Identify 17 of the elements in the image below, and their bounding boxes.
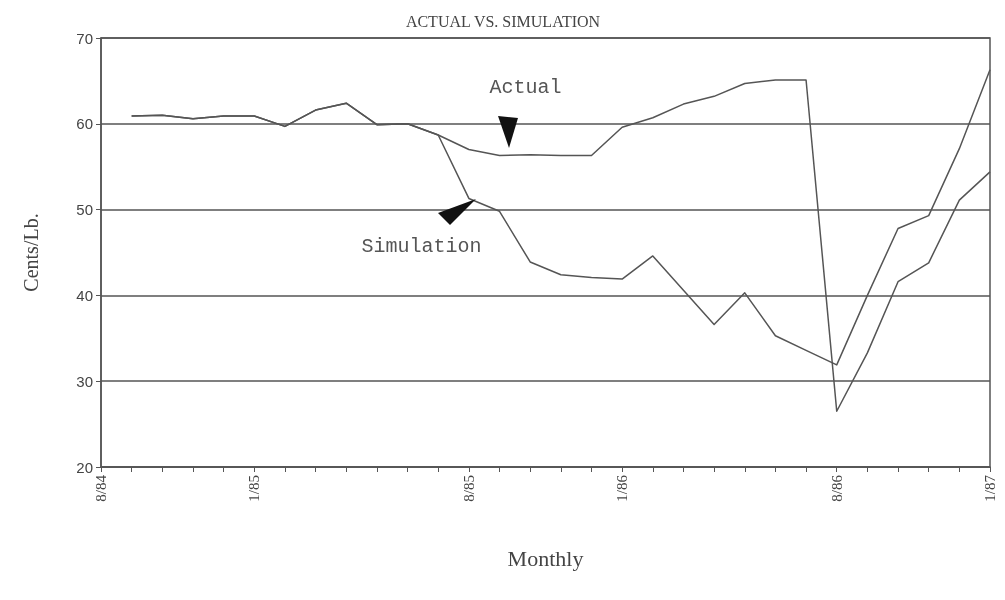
x-tick-label: 1/87 (982, 474, 998, 502)
x-tick-label: 8/86 (828, 474, 845, 502)
x-tick-label: 8/85 (460, 475, 477, 502)
x-tick-label: 1/86 (614, 474, 631, 502)
y-tick-label: 50 (76, 201, 93, 219)
chart-title: ACTUAL VS. SIMULATION (405, 12, 601, 30)
x-tick-label: 8/84 (93, 474, 109, 502)
y-tick-label: 20 (76, 458, 93, 476)
y-tick-label: 40 (76, 286, 93, 304)
x-axis-title: Monthly (507, 545, 584, 571)
y-tick-label: 70 (76, 29, 93, 47)
y-tick-label: 60 (76, 115, 93, 133)
y-axis-title: Cents/Lb. (20, 213, 42, 292)
y-tick-label: 30 (76, 372, 93, 390)
x-tick-label: 1/85 (246, 475, 263, 502)
text: Actual (489, 75, 562, 99)
series-label: Simulation (361, 235, 482, 259)
